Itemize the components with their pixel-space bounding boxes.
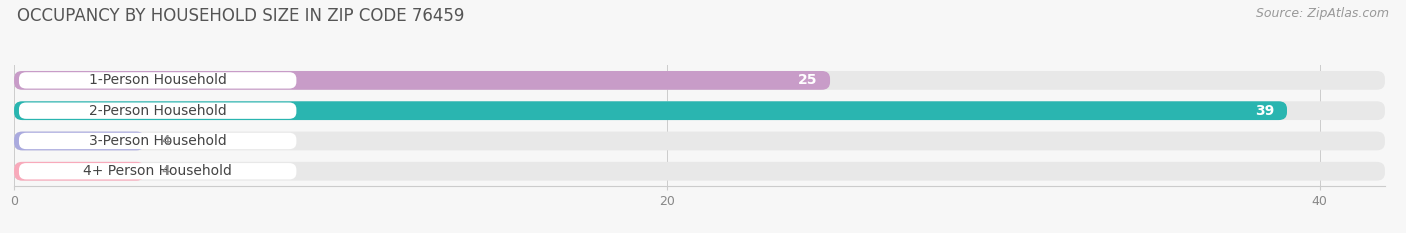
Text: 3-Person Household: 3-Person Household: [89, 134, 226, 148]
Text: Source: ZipAtlas.com: Source: ZipAtlas.com: [1256, 7, 1389, 20]
FancyBboxPatch shape: [18, 103, 297, 119]
FancyBboxPatch shape: [18, 163, 297, 179]
Text: 4: 4: [160, 164, 170, 178]
FancyBboxPatch shape: [14, 71, 1385, 90]
Text: 4+ Person Household: 4+ Person Household: [83, 164, 232, 178]
FancyBboxPatch shape: [14, 162, 145, 181]
Text: 1-Person Household: 1-Person Household: [89, 73, 226, 87]
Text: 25: 25: [797, 73, 817, 87]
FancyBboxPatch shape: [18, 72, 297, 89]
FancyBboxPatch shape: [14, 101, 1385, 120]
Text: 4: 4: [160, 134, 170, 148]
FancyBboxPatch shape: [14, 101, 1286, 120]
Text: OCCUPANCY BY HOUSEHOLD SIZE IN ZIP CODE 76459: OCCUPANCY BY HOUSEHOLD SIZE IN ZIP CODE …: [17, 7, 464, 25]
Text: 39: 39: [1254, 104, 1274, 118]
Text: 2-Person Household: 2-Person Household: [89, 104, 226, 118]
FancyBboxPatch shape: [14, 132, 145, 150]
FancyBboxPatch shape: [14, 132, 1385, 150]
FancyBboxPatch shape: [14, 162, 1385, 181]
FancyBboxPatch shape: [14, 71, 830, 90]
FancyBboxPatch shape: [18, 133, 297, 149]
